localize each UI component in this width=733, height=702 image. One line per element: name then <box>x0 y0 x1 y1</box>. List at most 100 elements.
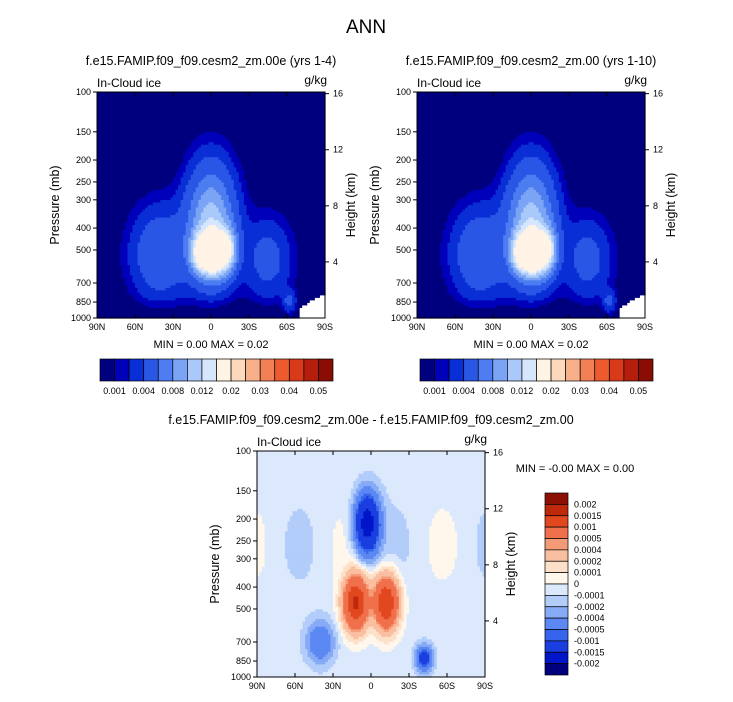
colorbar-swatch <box>477 358 494 382</box>
contour-field <box>97 92 326 319</box>
x-tick-label: 0 <box>528 322 533 332</box>
colorbar-label: -0.001 <box>574 636 600 646</box>
y-right-tick-label: 16 <box>333 89 343 99</box>
y-tick-label: 700 <box>396 278 411 288</box>
y-tick-label: 400 <box>76 223 91 233</box>
colorbar-swatch <box>544 663 569 676</box>
colorbar-swatch <box>259 358 276 382</box>
colorbar-swatch <box>536 358 552 382</box>
colorbar-swatch <box>463 358 479 382</box>
y-axis-label: Pressure (mb) <box>48 165 62 244</box>
colorbar-label: 0.05 <box>310 386 328 396</box>
y-tick-label: 250 <box>396 177 411 187</box>
y-tick-label: 850 <box>396 297 411 307</box>
colorbar-label: 0.002 <box>574 499 597 509</box>
y-tick-label: 250 <box>76 177 91 187</box>
y-right-tick-label: 4 <box>493 616 498 626</box>
y-tick-label: 1000 <box>231 672 251 682</box>
colorbar-swatch <box>544 583 569 596</box>
y-tick-label: 300 <box>396 195 411 205</box>
colorbar-swatch <box>623 358 639 382</box>
colorbar-swatch <box>230 358 246 382</box>
y-tick-label: 1000 <box>71 313 91 323</box>
stats-text: MIN = -0.00 MAX = 0.00 <box>516 463 635 475</box>
x-tick-label: 60N <box>447 322 464 332</box>
panel-title: f.e15.FAMIP.f09_f09.cesm2_zm.00e - f.e15… <box>168 413 573 427</box>
y-tick-label: 400 <box>396 223 411 233</box>
colorbar-label: 0.02 <box>222 386 240 396</box>
colorbar-label: 0.001 <box>574 522 597 532</box>
colorbar-swatch <box>544 629 569 642</box>
y-tick-label: 100 <box>76 87 91 97</box>
x-tick-label: 90N <box>89 322 106 332</box>
colorbar-swatch <box>492 358 508 382</box>
y-right-tick-label: 8 <box>493 560 498 570</box>
colorbar-swatch <box>544 515 569 528</box>
panel-2: f.e15.FAMIP.f09_f09.cesm2_zm.00 (yrs 1-1… <box>368 54 678 332</box>
y-right-tick-label: 12 <box>333 145 343 155</box>
colorbar-swatch <box>544 504 569 517</box>
colorbar-label: 0.02 <box>542 386 560 396</box>
colorbar-swatch <box>114 358 130 382</box>
y-right-tick-label: 8 <box>333 201 338 211</box>
units-label: g/kg <box>624 73 647 87</box>
colorbar-swatch <box>434 358 450 382</box>
x-tick-label: 90N <box>249 681 266 691</box>
colorbar-swatch <box>544 572 569 585</box>
colorbar-label: -0.0005 <box>574 625 605 635</box>
units-label: g/kg <box>464 432 487 446</box>
colorbar-label: 0.04 <box>601 386 619 396</box>
stats-text: MIN = 0.00 MAX = 0.02 <box>474 339 589 351</box>
y-right-tick-label: 8 <box>653 201 658 211</box>
x-tick-label: 60S <box>439 681 455 691</box>
colorbar-swatch <box>544 492 569 505</box>
colorbar-swatch <box>172 358 188 382</box>
colorbar-label: 0.03 <box>571 386 589 396</box>
colorbar-label: 0.04 <box>281 386 299 396</box>
y-right-axis-label: Height (km) <box>504 532 518 597</box>
x-tick-label: 30S <box>401 681 417 691</box>
colorbar-label: 0.03 <box>251 386 269 396</box>
colorbar-swatch <box>544 526 569 539</box>
y-right-tick-label: 4 <box>333 257 338 267</box>
colorbar-label: 0.05 <box>630 386 648 396</box>
colorbar-swatch <box>544 617 569 630</box>
y-tick-label: 300 <box>236 554 251 564</box>
colorbar-label: 0.0004 <box>574 545 602 555</box>
colorbar-label: -0.0002 <box>574 602 605 612</box>
y-tick-label: 1000 <box>391 313 411 323</box>
colorbar-swatch <box>544 640 569 653</box>
y-axis-label: Pressure (mb) <box>208 524 222 603</box>
y-tick-label: 700 <box>76 278 91 288</box>
x-tick-label: 60N <box>287 681 304 691</box>
colorbar-swatch <box>608 358 625 382</box>
y-right-tick-label: 16 <box>653 89 663 99</box>
colorbar-swatch <box>550 358 566 382</box>
colorbar-label: 0.001 <box>423 386 446 396</box>
y-tick-label: 850 <box>236 656 251 666</box>
y-tick-label: 100 <box>236 446 251 456</box>
x-tick-label: 90N <box>409 322 426 332</box>
panel-3: f.e15.FAMIP.f09_f09.cesm2_zm.00e - f.e15… <box>168 413 573 691</box>
colorbar-swatch <box>274 358 290 382</box>
y-tick-label: 200 <box>76 155 91 165</box>
colorbar-label: 0.0015 <box>574 511 602 521</box>
x-tick-label: 90S <box>317 322 333 332</box>
x-tick-label: 60N <box>127 322 144 332</box>
x-tick-label: 60S <box>279 322 295 332</box>
colorbar-swatch <box>157 358 174 382</box>
y-right-tick-label: 16 <box>493 448 503 458</box>
y-tick-label: 500 <box>396 245 411 255</box>
colorbar-swatch <box>507 358 523 382</box>
x-tick-label: 90S <box>477 681 493 691</box>
colorbar-swatch <box>448 358 465 382</box>
y-tick-label: 100 <box>396 87 411 97</box>
y-tick-label: 200 <box>236 514 251 524</box>
panel-title: f.e15.FAMIP.f09_f09.cesm2_zm.00 (yrs 1-1… <box>406 54 657 68</box>
colorbar-label: 0.004 <box>452 386 475 396</box>
page-title: ANN <box>346 17 386 38</box>
y-right-tick-label: 4 <box>653 257 658 267</box>
y-tick-label: 150 <box>396 127 411 137</box>
